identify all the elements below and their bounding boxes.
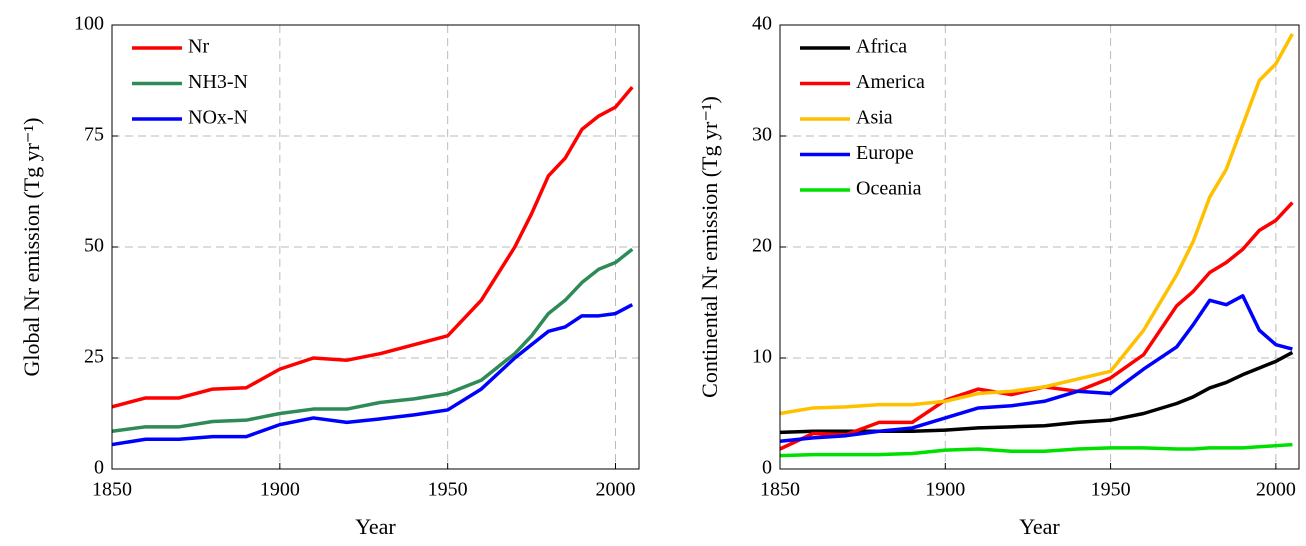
series-line bbox=[779, 294, 1293, 443]
x-tick-label: 1950 bbox=[428, 479, 468, 501]
series-line bbox=[779, 201, 1294, 451]
x-tick-label: 1850 bbox=[92, 479, 132, 501]
legend-label: Oceania bbox=[856, 178, 922, 200]
y-tick-label: 40 bbox=[752, 13, 772, 35]
y-tick-label: 10 bbox=[752, 346, 772, 368]
series-line bbox=[111, 303, 634, 447]
y-axis-label: Continental Nr emission (Tg yr⁻¹) bbox=[697, 96, 722, 398]
x-tick-label: 2000 bbox=[1256, 479, 1296, 501]
legend-label: Nr bbox=[188, 36, 209, 58]
x-axis-label: Year bbox=[1019, 514, 1060, 539]
plot-frame bbox=[779, 24, 1300, 470]
legend-label: Africa bbox=[856, 36, 907, 58]
x-tick-label: 1900 bbox=[925, 479, 965, 501]
y-axis-label: Global Nr emission (Tg yr⁻¹) bbox=[19, 118, 44, 377]
series-line bbox=[779, 350, 1294, 435]
y-tick-label: 0 bbox=[94, 457, 104, 479]
x-tick-label: 2000 bbox=[596, 479, 636, 501]
y-tick-label: 0 bbox=[762, 457, 772, 479]
x-axis-label: Year bbox=[355, 514, 396, 539]
y-tick-label: 30 bbox=[752, 124, 772, 146]
legend-label: Asia bbox=[856, 107, 893, 129]
x-tick-label: 1950 bbox=[1091, 479, 1131, 501]
x-tick-label: 1850 bbox=[760, 479, 800, 501]
y-tick-label: 20 bbox=[752, 235, 772, 257]
y-tick-label: 25 bbox=[84, 346, 104, 368]
y-tick-label: 75 bbox=[84, 124, 104, 146]
series-line bbox=[779, 442, 1293, 458]
legend-label: NOx-N bbox=[188, 107, 248, 129]
x-tick-label: 1900 bbox=[260, 479, 300, 501]
plot-frame bbox=[111, 24, 640, 470]
legend-label: NH3-N bbox=[188, 71, 248, 93]
y-tick-label: 100 bbox=[74, 13, 104, 35]
legend-label: America bbox=[856, 71, 925, 93]
series-line bbox=[111, 247, 634, 433]
legend-label: Europe bbox=[856, 142, 914, 164]
series-line bbox=[111, 86, 634, 409]
y-tick-label: 50 bbox=[84, 235, 104, 257]
series-line bbox=[779, 33, 1294, 416]
